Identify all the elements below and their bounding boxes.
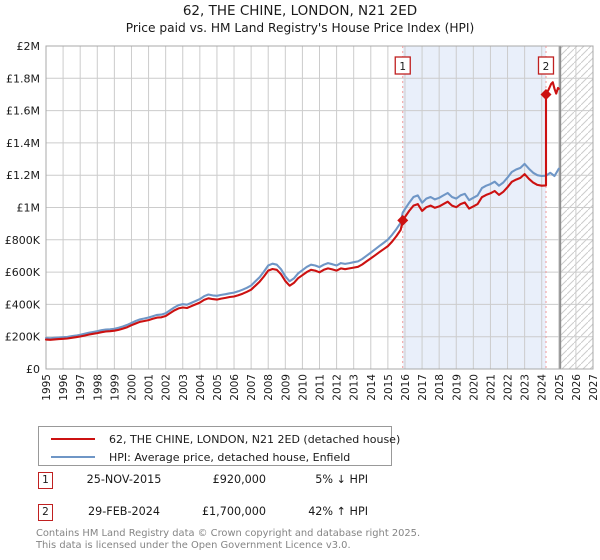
y-axis-tick-label: £200K [5, 331, 41, 344]
x-axis-tick-label: 1996 [58, 374, 70, 401]
x-axis-tick-label: 2002 [161, 374, 173, 401]
x-axis-tick-label: 2003 [178, 374, 190, 401]
future-hatched-region [560, 46, 593, 369]
transaction-1-hpi-comparison: 5% ↓ HPI [315, 473, 368, 486]
x-axis-tick-label: 2023 [520, 374, 532, 401]
x-axis-tick-label: 1995 [41, 374, 53, 401]
sale-number-label: 2 [543, 61, 550, 73]
hpi-series-line [44, 162, 560, 340]
y-axis-tick-label: £600K [5, 266, 41, 279]
sale-marker-diamond [540, 88, 552, 100]
y-axis-tick-label: £800K [5, 234, 41, 247]
chart-legend: 62, THE CHINE, LONDON, N21 2ED (detached… [38, 426, 400, 466]
license-footer: Contains HM Land Registry data © Crown c… [36, 528, 596, 551]
x-axis-tick-label: 2013 [349, 374, 361, 401]
x-axis-tick-label: 1997 [75, 374, 87, 401]
x-axis-tick-label: 1999 [109, 374, 121, 401]
sale-marker-diamond [397, 214, 409, 226]
x-axis-tick-label: 2020 [468, 374, 480, 401]
legend-label-property: 62, THE CHINE, LONDON, N21 2ED (detached… [109, 432, 401, 446]
y-axis-tick-label: £1.8M [6, 72, 40, 85]
x-axis-tick-label: 2005 [212, 374, 224, 401]
license-footer-line2: This data is licensed under the Open Gov… [36, 539, 351, 551]
page-subtitle: Price paid vs. HM Land Registry's House … [125, 21, 475, 35]
plot-border [45, 45, 594, 370]
y-axis-tick-label: £2M [17, 40, 41, 53]
x-axis-tick-label: 2016 [400, 374, 412, 401]
y-axis-tick-label: £400K [5, 298, 41, 311]
x-axis-tick-label: 2025 [554, 374, 566, 401]
transaction-row-1: 1 25-NOV-2015 £920,000 5% ↓ HPI [0, 472, 420, 492]
x-axis-tick-label: 2027 [588, 374, 600, 401]
x-axis-tick-label: 2008 [263, 374, 275, 401]
x-axis-tick-label: 2017 [417, 374, 429, 401]
x-axis-tick-label: 2012 [332, 374, 344, 401]
y-axis-tick-label: £1.2M [6, 169, 40, 182]
page-title: 62, THE CHINE, LONDON, N21 2ED [182, 3, 418, 19]
legend-item-hpi: HPI: Average price, detached house, Enfi… [51, 448, 391, 466]
transaction-2-price: £1,700,000 [201, 505, 266, 518]
x-axis-tick-label: 2010 [297, 374, 309, 401]
transaction-1-marker-box: 1 [38, 472, 53, 489]
transaction-2-date: 29-FEB-2024 [88, 505, 160, 518]
price-chart-canvas: 1 2 £0 £200K £400K £600K £800K £1M £1.2M £1.4M £1.… [5, 40, 600, 401]
x-axis-tick-label: 2011 [315, 374, 327, 401]
x-axis-tick-label: 2026 [571, 374, 583, 401]
property-line-swatch [51, 438, 95, 440]
x-axis-tick-label: 2014 [366, 374, 378, 401]
x-axis-tick-label: 2021 [485, 374, 497, 401]
sale-number-box [394, 56, 411, 75]
legend-item-property: 62, THE CHINE, LONDON, N21 2ED (detached… [51, 430, 400, 448]
x-axis-tick-label: 2024 [537, 374, 549, 401]
x-axis-tick-label: 2001 [144, 374, 156, 401]
x-axis-tick-label: 2022 [503, 374, 515, 401]
property-series-line [44, 81, 560, 341]
transaction-2-hpi-comparison: 42% ↑ HPI [308, 505, 368, 518]
transaction-1-price: £920,000 [212, 473, 266, 486]
y-axis-tick-label: £1M [17, 202, 41, 215]
hpi-line-swatch [51, 456, 95, 458]
y-axis-tick-label: £1.6M [6, 105, 40, 118]
y-axis-tick-label: £1.4M [6, 137, 40, 150]
x-axis-tick-label: 2000 [126, 374, 138, 401]
x-axis-tick-label: 2015 [383, 374, 395, 401]
transaction-1-date: 25-NOV-2015 [86, 473, 162, 486]
sale-number-label: 1 [399, 61, 406, 73]
transaction-row-2: 2 29-FEB-2024 £1,700,000 42% ↑ HPI [0, 504, 420, 524]
x-axis-tick-label: 2009 [280, 374, 292, 401]
sale-number-box [537, 56, 555, 75]
transaction-2-marker-box: 2 [38, 504, 53, 521]
y-axis-tick-label: £0 [26, 363, 40, 376]
x-axis-tick-label: 2019 [451, 374, 463, 401]
x-axis-tick-label: 2007 [246, 374, 258, 401]
x-axis-tick-label: 2006 [229, 374, 241, 401]
x-axis-tick-label: 2018 [434, 374, 446, 401]
x-axis-tick-label: 1998 [92, 374, 104, 401]
legend-label-hpi: HPI: Average price, detached house, Enfi… [109, 450, 351, 464]
x-axis-tick-label: 2004 [195, 374, 207, 401]
license-footer-line1: Contains HM Land Registry data © Crown c… [36, 528, 421, 539]
